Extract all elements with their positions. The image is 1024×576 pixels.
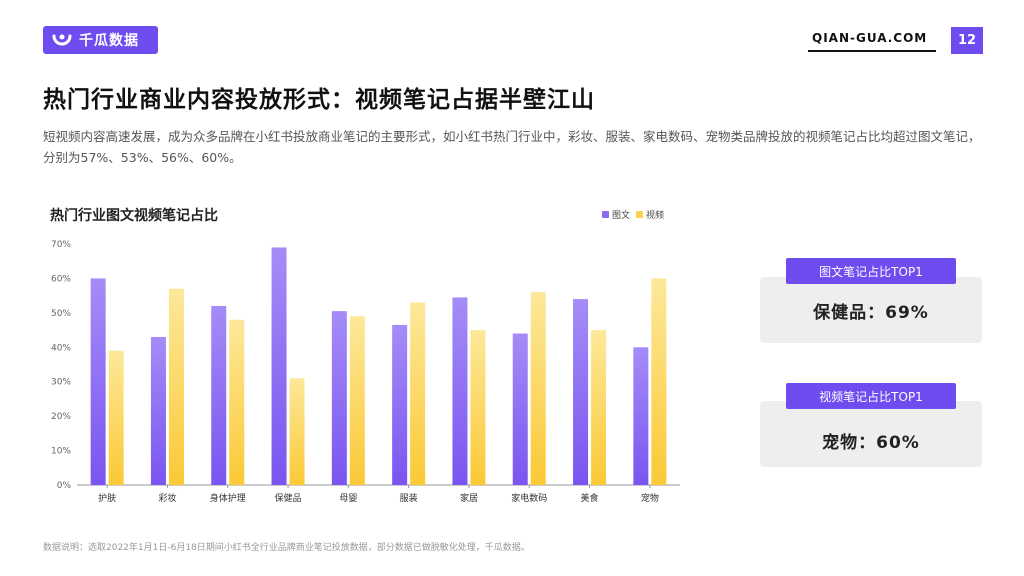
brand-logo: 千瓜数据 bbox=[43, 26, 158, 54]
bar-video bbox=[591, 330, 607, 485]
bar-image-text bbox=[392, 324, 408, 485]
x-tick-label: 宠物 bbox=[641, 492, 659, 504]
bar-chart: 0% 10% 20% 30% 40% 50% 60% 70% 护肤 彩妆 身体护理 保健品 母婴 服装 家居… bbox=[51, 240, 680, 504]
bar-image-text bbox=[211, 305, 227, 485]
bar-image-text bbox=[452, 297, 468, 485]
legend-label-video: 视频 bbox=[646, 211, 665, 221]
bar-image-text bbox=[512, 333, 528, 485]
x-tick-label: 服装 bbox=[400, 492, 418, 504]
x-tick-label: 保健品 bbox=[275, 492, 302, 504]
bar-video bbox=[289, 378, 305, 485]
bar-image-text bbox=[90, 278, 106, 485]
bar-video bbox=[108, 350, 124, 485]
brand-logo-text: 千瓜数据 bbox=[79, 33, 139, 49]
bar-image-text bbox=[633, 347, 649, 485]
site-url-underline bbox=[808, 50, 936, 52]
y-tick-label: 70% bbox=[51, 240, 71, 250]
legend-item-video: 视频 bbox=[636, 208, 664, 221]
y-tick-label: 30% bbox=[51, 378, 71, 388]
page-number: 12 bbox=[951, 27, 983, 54]
card-video-top1 bbox=[760, 401, 982, 467]
card-tag-video-top1: 视频笔记占比TOP1 bbox=[786, 383, 956, 409]
card-image-text-top1 bbox=[760, 277, 982, 343]
bar-video bbox=[530, 292, 546, 485]
bar-video bbox=[168, 288, 184, 485]
chart-title: 热门行业图文视频笔记占比 bbox=[50, 208, 218, 224]
page-description: 短视频内容高速发展，成为众多品牌在小红书投放商业笔记的主要形式，如小红书热门行业… bbox=[43, 129, 981, 165]
legend-label-image-text: 图文 bbox=[612, 211, 631, 221]
x-tick-label: 母婴 bbox=[339, 493, 357, 504]
bar-video bbox=[651, 278, 667, 485]
card-value-image-text-top1: 保健品：69% bbox=[813, 303, 929, 323]
y-tick-label: 50% bbox=[51, 309, 71, 319]
bar-image-text bbox=[150, 336, 166, 485]
legend-swatch-image-text bbox=[602, 211, 609, 218]
site-url: QIAN-GUA.COM bbox=[812, 31, 928, 45]
x-tick-label: 家电数码 bbox=[511, 492, 547, 504]
y-tick-label: 0% bbox=[57, 481, 72, 491]
card-value-video-top1: 宠物：60% bbox=[822, 433, 920, 453]
bar-image-text bbox=[271, 247, 287, 485]
y-tick-label: 40% bbox=[51, 343, 71, 353]
page-title: 热门行业商业内容投放形式：视频笔记占据半壁江山 bbox=[43, 87, 595, 113]
x-tick-label: 身体护理 bbox=[210, 492, 246, 504]
y-tick-label: 60% bbox=[51, 274, 71, 284]
chart-legend: 图文 视频 bbox=[602, 208, 670, 221]
x-tick-label: 家居 bbox=[460, 492, 478, 504]
x-tick-label: 彩妆 bbox=[158, 492, 176, 504]
x-tick-label: 护肤 bbox=[98, 492, 116, 504]
data-footnote: 数据说明：选取2022年1月1日-6月18日期间小红书全行业品牌商业笔记投放数据… bbox=[43, 543, 530, 553]
bar-video bbox=[229, 319, 245, 485]
brand-logo-icon bbox=[52, 34, 72, 46]
x-tick-label: 美食 bbox=[581, 492, 599, 504]
legend-swatch-video bbox=[636, 211, 644, 218]
y-tick-label: 10% bbox=[51, 447, 71, 457]
bar-video bbox=[470, 330, 486, 485]
legend-item-image-text: 图文 bbox=[602, 208, 630, 221]
bar-image-text bbox=[331, 311, 347, 485]
y-tick-label: 20% bbox=[51, 412, 71, 422]
bar-video bbox=[349, 316, 365, 485]
bar-image-text bbox=[573, 299, 589, 485]
card-tag-image-text-top1: 图文笔记占比TOP1 bbox=[786, 258, 956, 284]
bar-video bbox=[410, 302, 426, 485]
